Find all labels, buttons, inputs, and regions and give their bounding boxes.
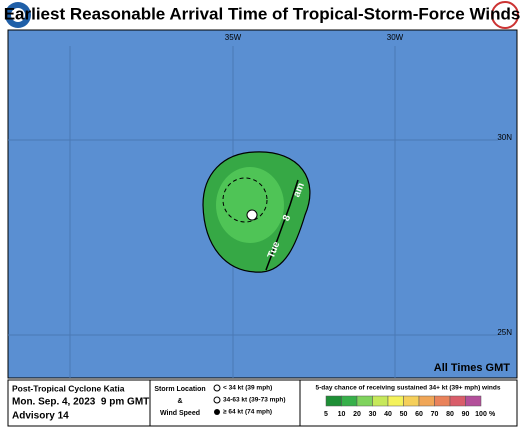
time-note: All Times GMT — [434, 362, 510, 374]
scale-box — [356, 395, 373, 407]
scale-box — [434, 395, 451, 407]
legend-heading: Storm Location — [154, 386, 205, 393]
lon-label: 30W — [387, 33, 404, 42]
scale-box — [465, 395, 482, 407]
scale-label: 80 — [446, 411, 454, 418]
scale-label: 90 — [462, 411, 470, 418]
scale-label: 60 — [415, 411, 423, 418]
nws-logo — [491, 1, 519, 29]
legend-heading: & — [177, 398, 182, 405]
storm-location — [246, 209, 258, 221]
legend-symbol — [213, 396, 221, 404]
scale-label: 20 — [353, 411, 361, 418]
color-scale: 5 10 20 30 40 50 60 70 80 90 100% — [324, 395, 496, 418]
legend-text: 34-63 kt (39-73 mph) — [223, 397, 286, 404]
wind-area-inner — [216, 167, 284, 243]
lat-label: 30N — [497, 133, 512, 142]
scale-box — [387, 395, 404, 407]
scale-title: 5-day chance of receiving sustained 34+ … — [316, 385, 501, 392]
graticule — [8, 46, 498, 378]
scale-box — [449, 395, 466, 407]
scale-label: 70 — [431, 411, 439, 418]
storm-name: Post-Tropical Cyclone Katia — [12, 383, 125, 393]
advisory-date: Mon. Sep. 4, 2023 9 pm GMT — [12, 397, 149, 408]
scale-label: 10 — [338, 411, 346, 418]
scale-label: 40 — [384, 411, 392, 418]
dashed-contour — [222, 177, 268, 223]
legend-heading: Wind Speed — [160, 410, 200, 417]
scale-label: 100 — [475, 411, 487, 418]
scale-box — [325, 395, 342, 407]
scale-box — [341, 395, 358, 407]
time-label: 8 — [281, 213, 293, 223]
legend-symbol — [214, 409, 220, 415]
title: Earliest Reasonable Arrival Time of Trop… — [4, 4, 521, 23]
scale-unit: % — [489, 411, 496, 418]
scale-label: 30 — [369, 411, 377, 418]
legend-symbol — [213, 384, 221, 392]
legend-text: < 34 kt (39 mph) — [223, 385, 272, 392]
time-label: am — [291, 181, 307, 199]
time-labels: am 8 Tue — [266, 181, 307, 260]
time-line — [265, 179, 299, 271]
scale-box — [372, 395, 389, 407]
noaa-logo-inner — [11, 8, 25, 22]
scale-box — [403, 395, 420, 407]
scale-box — [418, 395, 435, 407]
lat-label: 25N — [497, 328, 512, 337]
scale-label: 50 — [400, 411, 408, 418]
advisory: Advisory 14 — [12, 411, 69, 422]
lon-label: 35W — [225, 33, 242, 42]
scale-label: 5 — [324, 411, 328, 418]
legend-text: ≥ 64 kt (74 mph) — [223, 409, 272, 416]
